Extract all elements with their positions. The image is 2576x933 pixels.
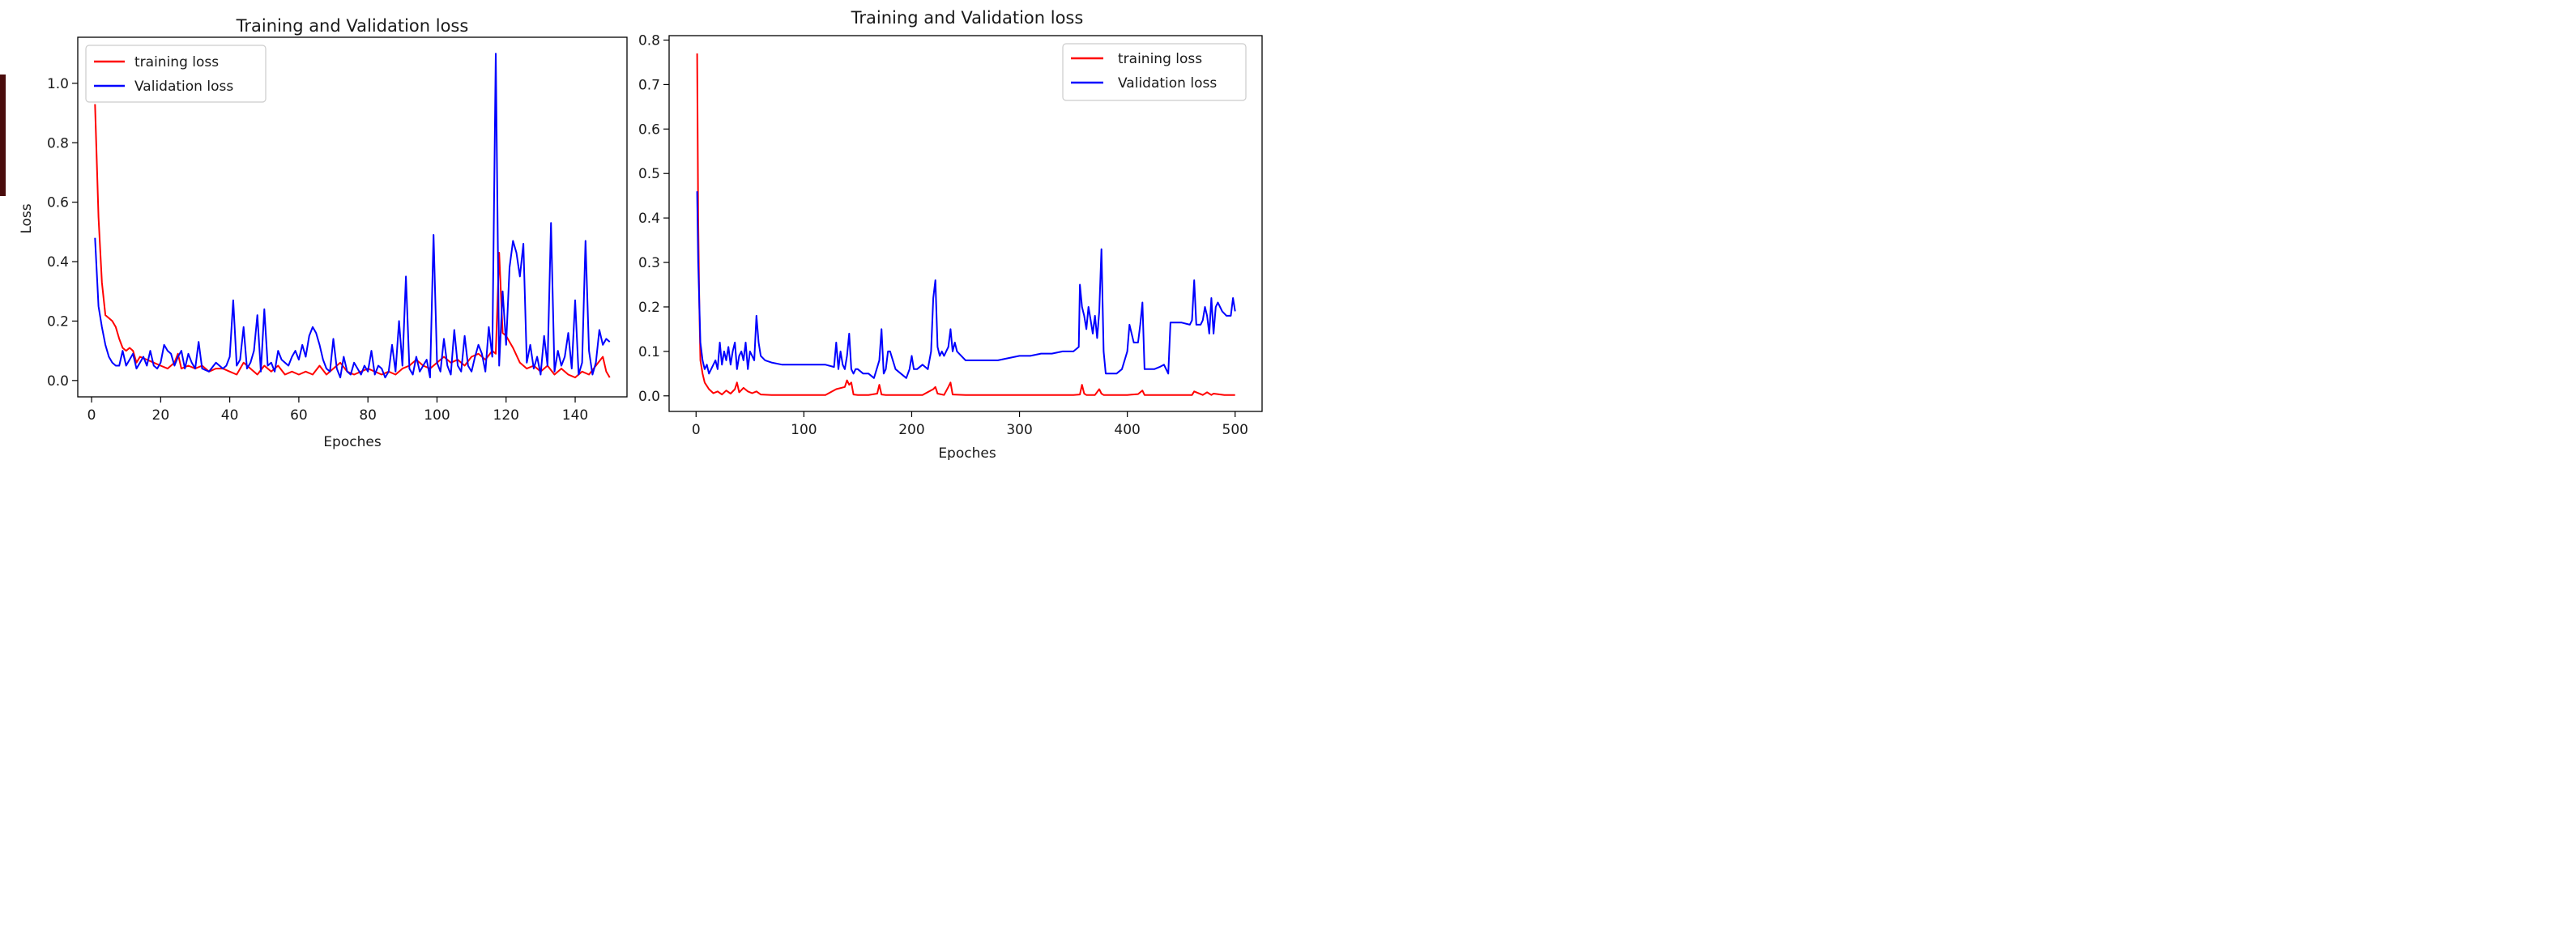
- series-line-training-loss: [94, 104, 611, 379]
- y-tick-label: 0.6: [638, 121, 660, 138]
- x-tick-label: 100: [424, 407, 450, 424]
- x-axis-label: Epoches: [938, 445, 996, 460]
- legend-label-validation-loss: Validation loss: [1118, 75, 1217, 92]
- chart-right: Training and Validation loss Epoches 0 10…: [638, 8, 1263, 460]
- plot-frame: [668, 35, 1263, 412]
- x-tick-label: 140: [562, 407, 588, 424]
- y-axis-label: Loss: [19, 203, 35, 233]
- cropped-edge-strip: [0, 75, 6, 196]
- y-tick-label: 0.8: [47, 135, 69, 151]
- chart-title: Training and Validation loss: [236, 16, 469, 36]
- x-tick-label: 0: [87, 407, 96, 424]
- plot-area: [696, 53, 1236, 396]
- x-tick-label: 120: [493, 407, 519, 424]
- legend-label-validation-loss: Validation loss: [134, 79, 233, 95]
- y-tick-label: 0.3: [638, 255, 660, 271]
- chart-left: Training and Validation loss Epoches Los…: [19, 16, 628, 450]
- x-tick-label: 60: [290, 407, 308, 424]
- legend: training loss Validation loss: [1062, 43, 1247, 101]
- x-tick-label: 200: [898, 422, 924, 438]
- legend-label-training-loss: training loss: [134, 54, 219, 70]
- x-tick-label: 20: [152, 407, 170, 424]
- y-tick-label: 0.1: [638, 344, 660, 360]
- legend-box: [1062, 43, 1247, 101]
- legend: training loss Validation loss: [85, 45, 267, 103]
- y-tick-label: 0.7: [638, 77, 660, 93]
- x-tick-label: 100: [791, 422, 817, 438]
- legend-box: [85, 45, 267, 103]
- series-line-validation-loss: [94, 53, 611, 379]
- plot-frame: [77, 36, 628, 398]
- plot-area: [94, 53, 611, 379]
- chart-title: Training and Validation loss: [851, 8, 1084, 28]
- axis-ticks: 0 20 40 60 80 100 120 140 0.0 0.2 0.4 0.6 0.8 1.0: [47, 76, 588, 424]
- x-tick-label: 500: [1222, 422, 1248, 438]
- x-tick-label: 300: [1006, 422, 1032, 438]
- x-tick-label: 40: [221, 407, 239, 424]
- x-tick-label: 80: [359, 407, 377, 424]
- y-tick-label: 0.4: [47, 254, 69, 271]
- y-tick-label: 1.0: [47, 76, 69, 92]
- y-tick-label: 0.6: [47, 195, 69, 211]
- series-line-training-loss: [696, 53, 1235, 396]
- y-tick-label: 0.8: [638, 32, 660, 49]
- y-tick-label: 0.0: [638, 389, 660, 405]
- legend-label-training-loss: training loss: [1118, 51, 1202, 67]
- figure: Training and Validation loss Epoches Los…: [0, 0, 1270, 460]
- x-axis-label: Epoches: [323, 434, 382, 450]
- y-tick-label: 0.4: [638, 211, 660, 227]
- y-tick-label: 0.0: [47, 373, 69, 390]
- x-tick-label: 400: [1114, 422, 1140, 438]
- y-tick-label: 0.2: [47, 313, 69, 330]
- y-tick-label: 0.2: [638, 300, 660, 316]
- y-tick-label: 0.5: [638, 166, 660, 182]
- x-tick-label: 0: [692, 422, 701, 438]
- series-line-validation-loss: [696, 191, 1236, 379]
- axis-ticks: 0 100 200 300 400 500 0.0 0.1 0.2 0.3 0.4 0.5 0.6 0.7…: [638, 32, 1248, 438]
